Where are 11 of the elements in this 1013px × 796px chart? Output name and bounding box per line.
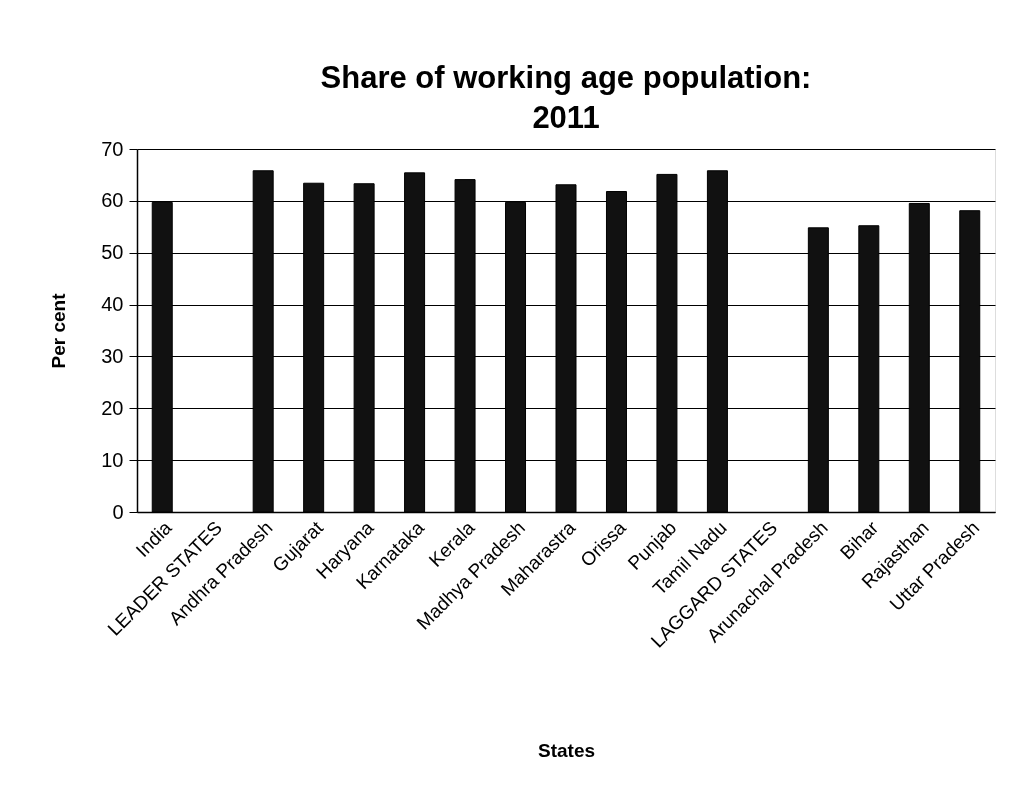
y-tick-label: 10 <box>101 448 124 471</box>
y-tick-label: 30 <box>101 344 124 367</box>
x-axis-title: States <box>537 739 596 761</box>
chart-title: Share of working age population: 2011 <box>320 60 812 135</box>
y-tick-label: 40 <box>101 293 124 316</box>
y-axis-title: Per cent <box>48 292 70 369</box>
y-tick-label: 20 <box>101 396 124 419</box>
y-tick-label: 0 <box>112 500 124 523</box>
y-tick-label: 60 <box>101 189 124 212</box>
y-tick-label: 70 <box>101 137 124 160</box>
y-tick-label: 50 <box>101 241 124 264</box>
